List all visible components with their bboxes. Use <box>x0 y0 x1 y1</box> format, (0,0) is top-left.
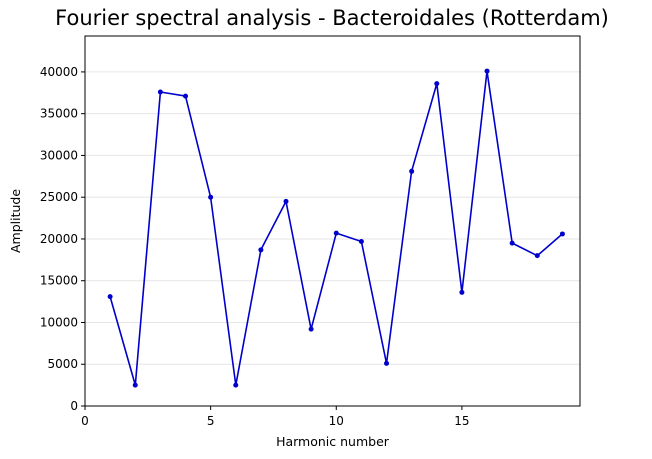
data-point <box>484 68 490 74</box>
y-axis-label: Amplitude <box>8 189 23 253</box>
data-point <box>509 240 515 246</box>
data-point <box>409 168 415 174</box>
data-point <box>258 247 264 253</box>
y-tick-label: 10000 <box>40 315 78 329</box>
y-tick-label: 5000 <box>47 357 78 371</box>
data-point <box>384 360 390 366</box>
plot-frame <box>84 35 581 407</box>
x-tick-label: 5 <box>207 414 215 428</box>
y-tick-label: 30000 <box>40 148 78 162</box>
data-point <box>183 93 189 99</box>
data-point <box>534 253 540 259</box>
data-point <box>283 198 289 204</box>
y-tick-label: 15000 <box>40 274 78 288</box>
data-point <box>333 230 339 236</box>
data-point <box>434 81 440 87</box>
data-point <box>358 238 364 244</box>
x-tick-label: 0 <box>81 414 89 428</box>
x-tick-label: 15 <box>454 414 469 428</box>
data-series <box>107 68 565 388</box>
y-tick-label: 20000 <box>40 232 78 246</box>
data-point <box>233 382 239 388</box>
axis-ticks: 0 5000 10000 15000 20000 25000 30000 35000 40000… <box>40 65 470 428</box>
data-point <box>559 231 565 237</box>
y-tick-label: 25000 <box>40 190 78 204</box>
data-point <box>157 89 163 95</box>
data-point <box>208 194 214 200</box>
series-line <box>109 70 563 386</box>
data-point <box>132 382 138 388</box>
y-tick-label: 40000 <box>40 65 78 79</box>
x-tick-label: 10 <box>329 414 344 428</box>
y-tick-label: 35000 <box>40 107 78 121</box>
chart-title: Fourier spectral analysis - Bacteroidale… <box>55 6 609 30</box>
y-tick-label: 0 <box>70 399 78 413</box>
x-axis-label: Harmonic number <box>276 434 390 449</box>
grid-lines <box>85 71 580 407</box>
data-point <box>308 326 314 332</box>
data-point <box>459 289 465 295</box>
data-point <box>107 294 113 300</box>
